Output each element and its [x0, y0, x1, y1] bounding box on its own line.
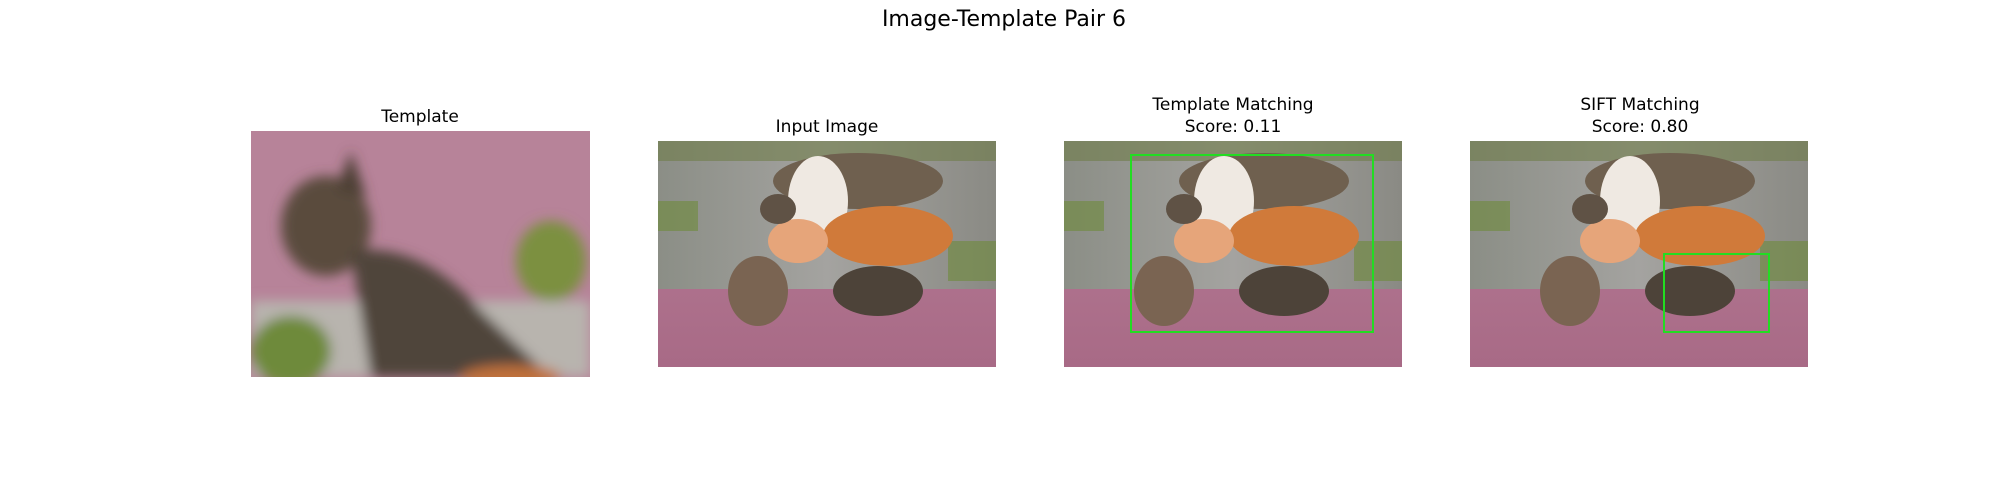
- match-box: [1130, 154, 1374, 333]
- panel-title: SIFT Matching: [1580, 95, 1699, 115]
- panel-template: Template: [251, 107, 590, 377]
- result-image: [1064, 141, 1402, 367]
- panel-title: Input Image: [776, 117, 879, 137]
- panel-template-matching: Template Matching Score: 0.11: [1064, 95, 1402, 367]
- figure-title: Image-Template Pair 6: [882, 7, 1126, 32]
- panel-title: Template: [380, 107, 459, 127]
- panel-score: Score: 0.80: [1592, 117, 1689, 137]
- panel-sift-matching: SIFT Matching Score: 0.80: [1470, 95, 1808, 367]
- panel-title: Template Matching: [1151, 95, 1313, 115]
- input-image: [658, 141, 996, 367]
- panel-input: Input Image: [658, 117, 996, 367]
- template-image: [251, 131, 590, 377]
- panel-score: Score: 0.11: [1185, 117, 1282, 137]
- match-box: [1663, 253, 1770, 333]
